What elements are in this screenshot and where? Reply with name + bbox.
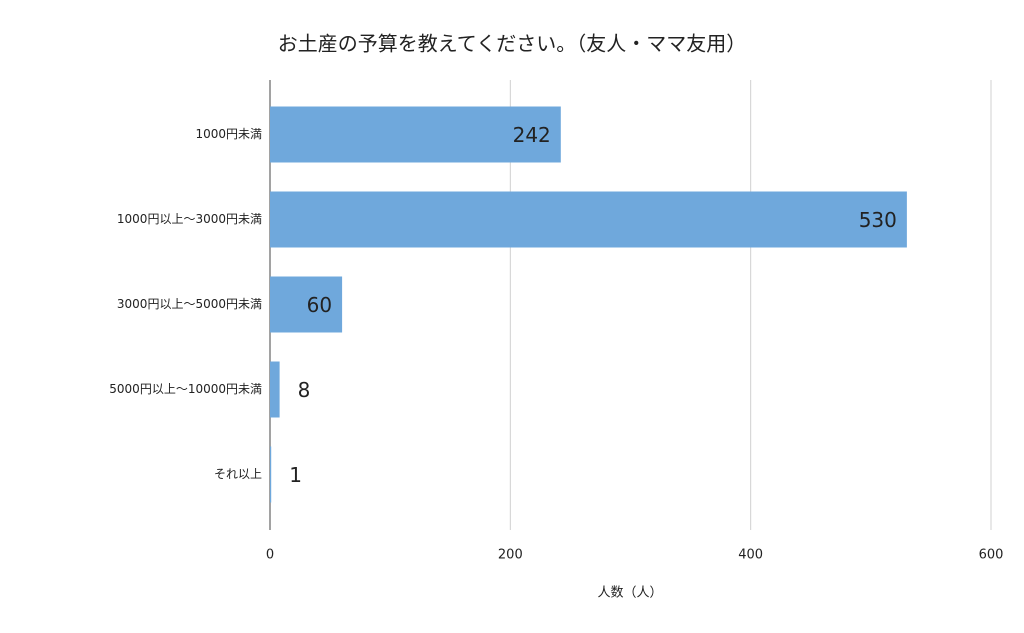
y-tick-label: それ以上 bbox=[214, 467, 262, 481]
y-tick-label: 1000円未満 bbox=[195, 127, 262, 141]
bar bbox=[270, 361, 280, 418]
bar bbox=[270, 191, 907, 248]
x-tick-label: 0 bbox=[266, 548, 274, 563]
x-tick-label: 400 bbox=[738, 548, 763, 563]
value-label: 242 bbox=[513, 123, 551, 147]
value-label: 530 bbox=[859, 208, 897, 232]
x-tick-label: 200 bbox=[498, 548, 523, 563]
chart-title: お土産の予算を教えてください。（友人・ママ友用） bbox=[278, 32, 746, 56]
bar bbox=[270, 276, 343, 333]
y-tick-label: 1000円以上〜3000円未満 bbox=[117, 212, 262, 226]
value-label: 1 bbox=[289, 463, 302, 487]
y-tick-label: 5000円以上〜10000円未満 bbox=[109, 382, 262, 396]
bar bbox=[270, 446, 272, 503]
value-label: 60 bbox=[307, 293, 332, 317]
x-axis-label: 人数（人） bbox=[597, 586, 662, 601]
y-tick-label: 3000円以上〜5000円未満 bbox=[117, 297, 262, 311]
x-tick-label: 600 bbox=[979, 548, 1004, 563]
bar bbox=[270, 106, 561, 163]
value-label: 8 bbox=[298, 378, 311, 402]
